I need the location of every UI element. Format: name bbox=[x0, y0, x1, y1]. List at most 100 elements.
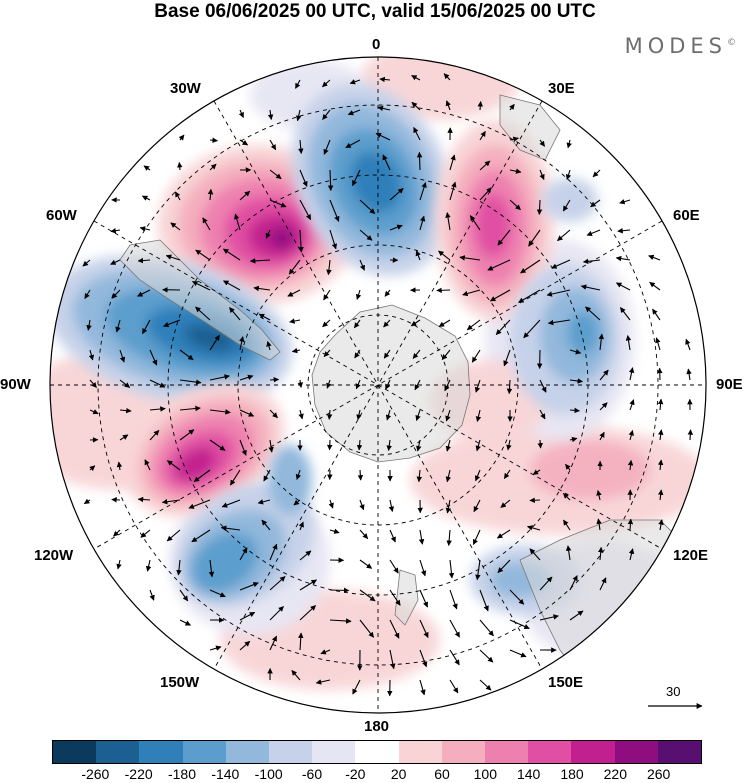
wind-vector bbox=[359, 559, 373, 569]
wind-vector bbox=[321, 79, 331, 88]
colorbar-swatch bbox=[441, 741, 486, 763]
wind-vector bbox=[686, 368, 692, 381]
wind-vector bbox=[209, 334, 220, 351]
wind-vector bbox=[416, 151, 423, 171]
wind-vector bbox=[207, 188, 214, 201]
wind-vector bbox=[140, 529, 151, 538]
wind-vector bbox=[557, 229, 571, 242]
wind-vector bbox=[293, 499, 301, 506]
wind-vector bbox=[249, 258, 271, 264]
anomaly-field bbox=[50, 57, 706, 701]
wind-vector bbox=[116, 559, 122, 570]
wind-vector bbox=[238, 109, 244, 119]
wind-vector bbox=[209, 409, 231, 415]
wind-vector bbox=[382, 154, 391, 171]
wind-vector bbox=[166, 529, 181, 542]
wind-vector bbox=[474, 469, 481, 482]
wind-vector bbox=[119, 434, 129, 441]
wind-vector bbox=[449, 181, 457, 201]
wind-vector bbox=[269, 635, 277, 651]
wind-vector bbox=[141, 195, 151, 201]
wind-vector bbox=[599, 431, 605, 441]
wind-vector bbox=[137, 496, 151, 503]
wind-vector bbox=[359, 229, 373, 241]
wind-vector bbox=[563, 519, 571, 531]
wind-vector bbox=[412, 349, 421, 359]
wind-vector bbox=[329, 618, 352, 624]
wind-vector bbox=[539, 139, 546, 147]
wind-vector bbox=[449, 649, 460, 666]
wind-vector bbox=[497, 559, 511, 573]
wind-vector bbox=[445, 212, 451, 231]
wind-vector bbox=[389, 559, 399, 574]
wind-vector bbox=[356, 409, 362, 421]
wind-vector bbox=[536, 199, 543, 215]
wind-vector bbox=[195, 249, 211, 261]
wind-vector bbox=[479, 187, 492, 201]
lon-label-60w: 60W bbox=[46, 207, 77, 224]
new-zealand-outline bbox=[394, 569, 419, 626]
wind-vector bbox=[352, 679, 361, 695]
wind-vector bbox=[209, 137, 218, 143]
wind-vector bbox=[209, 589, 226, 598]
wind-vector bbox=[657, 459, 664, 471]
wind-vector bbox=[438, 250, 451, 261]
wind-vector bbox=[383, 319, 391, 328]
wind-vector bbox=[418, 529, 425, 545]
wind-vector bbox=[503, 349, 511, 367]
wind-vector bbox=[657, 398, 664, 411]
colorbar-tick-label: 60 bbox=[434, 766, 450, 782]
wind-vector bbox=[149, 379, 166, 388]
wind-vector bbox=[299, 579, 317, 591]
wind-vector bbox=[657, 489, 664, 501]
brand-name: MODES bbox=[624, 34, 727, 58]
wind-vector bbox=[628, 548, 635, 561]
wind-vector bbox=[449, 679, 459, 694]
colorbar-swatch bbox=[225, 741, 270, 763]
colorbar-swatch bbox=[269, 741, 313, 763]
lon-label-60e: 60E bbox=[673, 207, 700, 224]
colorbar-swatch bbox=[485, 741, 529, 763]
wind-vector bbox=[495, 319, 511, 335]
wind-vector bbox=[509, 649, 527, 658]
wind-vector bbox=[359, 199, 376, 215]
wind-vector bbox=[234, 213, 241, 231]
wind-vector bbox=[239, 640, 251, 651]
colorbar-swatch bbox=[182, 741, 226, 763]
wind-vector bbox=[496, 529, 511, 539]
wind-vector bbox=[149, 349, 158, 366]
antarctica-outline bbox=[311, 304, 471, 463]
lon-label-bottom: 180 bbox=[364, 718, 390, 735]
wind-vector bbox=[209, 645, 222, 651]
colorbar-swatch bbox=[398, 741, 442, 763]
wind-vector bbox=[415, 250, 421, 261]
wind-vector bbox=[414, 379, 421, 391]
wind-vector bbox=[288, 259, 301, 275]
lon-label-120w: 120W bbox=[34, 547, 74, 564]
wind-vector bbox=[143, 165, 151, 171]
wind-vector bbox=[389, 224, 403, 231]
wind-vector bbox=[444, 379, 451, 392]
wind-vector bbox=[359, 619, 375, 638]
wind-vector bbox=[590, 199, 601, 208]
wind-vector bbox=[389, 589, 401, 606]
wind-vector bbox=[223, 280, 241, 291]
wind-vector bbox=[192, 281, 211, 291]
wind-vector bbox=[355, 379, 361, 390]
wind-vector bbox=[327, 169, 334, 192]
wind-vector bbox=[239, 139, 249, 146]
wind-vector bbox=[413, 127, 421, 141]
wind-vector bbox=[322, 319, 331, 328]
wind-vector bbox=[137, 289, 151, 297]
wind-vector bbox=[315, 679, 331, 685]
wind-vector bbox=[529, 497, 541, 504]
colorbar-tick-label: 100 bbox=[473, 766, 498, 782]
wind-vector bbox=[239, 547, 248, 561]
wind-vector bbox=[462, 289, 481, 297]
wind-vector bbox=[161, 499, 181, 505]
wind-vector bbox=[539, 409, 546, 420]
wind-vector bbox=[551, 259, 571, 269]
wind-vector bbox=[269, 543, 278, 561]
wind-vector bbox=[443, 73, 451, 81]
